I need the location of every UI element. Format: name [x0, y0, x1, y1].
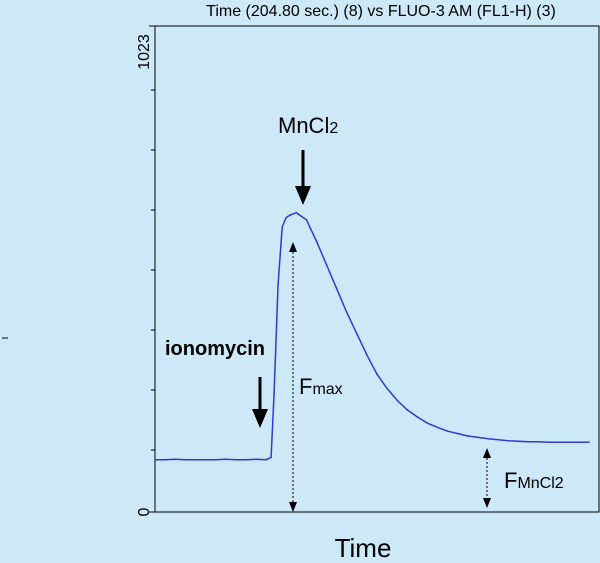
data-point-40: [517, 440, 520, 443]
x-axis-label: Time: [335, 533, 392, 563]
fmax-arrow-head-top: [289, 242, 297, 252]
data-point-16: [285, 216, 288, 219]
data-point-17: [289, 214, 292, 216]
chart-title: Time (204.80 sec.) (8) vs FLUO-3 AM (FL1…: [206, 3, 556, 20]
data-point-38: [497, 439, 500, 441]
data-point-10: [255, 458, 257, 461]
data-point-6: [214, 458, 217, 461]
mncl2-label: MnCl2: [278, 113, 338, 138]
plot-area: [154, 25, 600, 513]
data-point-45: [568, 441, 570, 444]
data-point-21: [325, 264, 328, 266]
y-tick-label-1023: 1023: [136, 34, 153, 70]
data-point-18: [295, 211, 298, 214]
data-point-2: [174, 458, 176, 461]
data-point-35: [467, 435, 469, 437]
data-point-25: [366, 354, 368, 357]
ionomycin-label: ionomycin: [165, 338, 265, 360]
data-point-5: [204, 458, 207, 461]
data-point-39: [507, 439, 510, 442]
data-point-34: [457, 432, 459, 435]
data-point-46: [578, 441, 580, 444]
y-tick-label-0: 0: [136, 507, 153, 516]
data-point-28: [396, 399, 399, 402]
data-point-7: [224, 458, 227, 461]
data-point-13: [273, 392, 275, 395]
data-point-36: [477, 436, 479, 439]
data-point-27: [386, 387, 388, 390]
data-point-4: [194, 458, 197, 461]
fmax-arrow-head-bottom: [289, 502, 297, 512]
data-point-31: [426, 422, 429, 425]
data-point-8: [234, 458, 237, 461]
data-point-9: [245, 458, 247, 461]
data-point-29: [406, 409, 409, 411]
fmncl2-label: FMnCl2: [504, 468, 564, 493]
data-point-33: [446, 430, 449, 433]
data-point-47: [588, 441, 590, 444]
data-point-3: [184, 458, 187, 461]
data-point-37: [487, 438, 489, 440]
data-point-42: [537, 440, 540, 443]
data-point-32: [436, 426, 439, 429]
data-point-14: [277, 283, 279, 285]
data-point-24: [356, 333, 358, 335]
data-point-30: [416, 416, 419, 418]
data-point-12: [270, 456, 272, 459]
series-line: [155, 211, 589, 461]
data-point-1: [164, 458, 166, 461]
fmax-label: Fmax: [299, 374, 343, 399]
data-point-23: [346, 311, 348, 314]
data-point-22: [335, 287, 338, 290]
data-point-44: [557, 441, 560, 444]
data-point-15: [281, 226, 284, 228]
fmncl2-arrow-head-bottom: [483, 498, 491, 508]
data-point-19: [305, 219, 308, 221]
data-point-11: [265, 458, 267, 461]
mncl2-arrow-head: [295, 186, 311, 205]
data-point-26: [376, 373, 378, 376]
data-point-0: [154, 458, 156, 461]
fmncl2-arrow-head-top: [483, 448, 491, 458]
ionomycin-arrow-head: [252, 409, 268, 428]
data-point-43: [547, 441, 550, 444]
data-point-41: [527, 440, 530, 443]
data-point-20: [315, 240, 318, 242]
